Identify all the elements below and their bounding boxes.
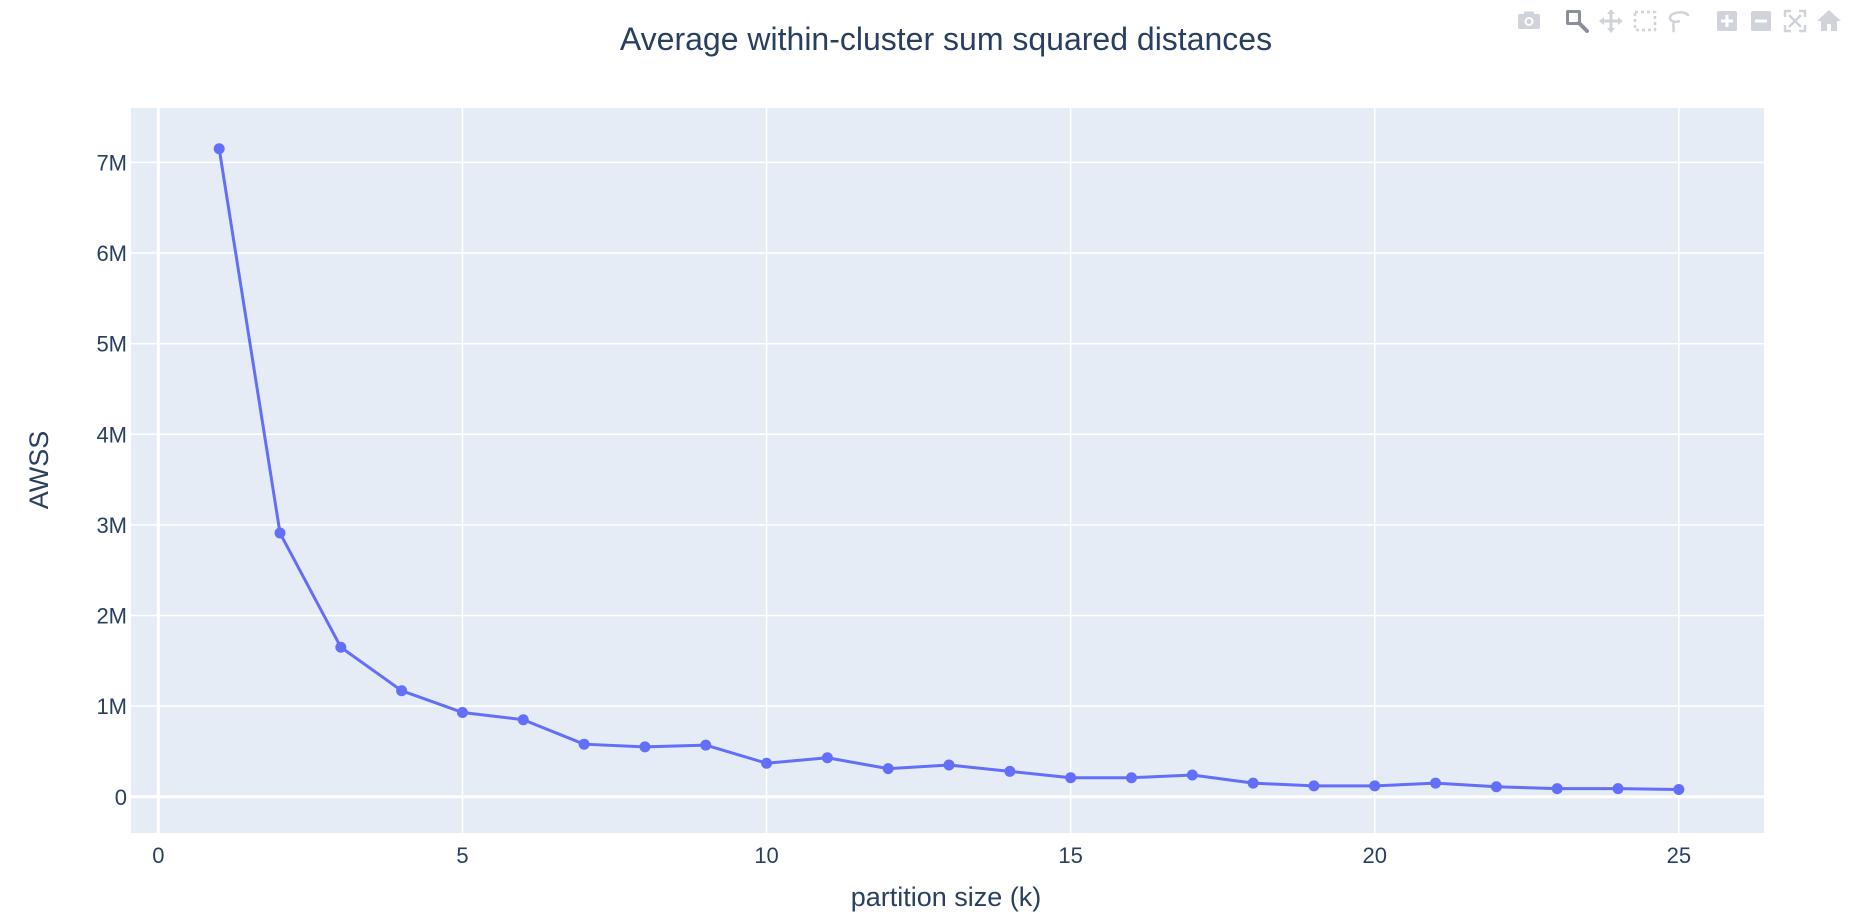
pan-button[interactable] [1594,8,1628,34]
data-point[interactable] [821,752,833,764]
data-point[interactable] [456,706,468,718]
data-point[interactable] [1247,777,1259,789]
x-tick-label: 10 [754,843,778,868]
data-point[interactable] [943,759,955,771]
data-point[interactable] [396,685,408,697]
data-point[interactable] [274,527,286,539]
data-point[interactable] [700,739,712,751]
camera-icon [1518,11,1540,29]
data-point[interactable] [1490,781,1502,793]
data-point[interactable] [1308,780,1320,792]
modebar [1498,8,1846,34]
x-tick-label: 5 [456,843,468,868]
data-point[interactable] [578,738,590,750]
modebar-group-select [1560,8,1696,34]
y-tick-label: 5M [96,332,127,357]
data-point[interactable] [213,143,225,155]
data-point[interactable] [639,741,651,753]
y-tick-label: 7M [96,150,127,175]
data-point[interactable] [335,641,347,653]
data-point[interactable] [1125,772,1137,784]
autoscale-button[interactable] [1778,8,1812,34]
data-point[interactable] [1369,780,1381,792]
y-tick-label: 6M [96,241,127,266]
data-point[interactable] [1673,784,1685,795]
zoom-out-button[interactable] [1744,8,1778,34]
data-point[interactable] [1065,772,1077,784]
y-tick-label: 2M [96,604,127,629]
x-axis-title: partition size (k) [851,882,1042,912]
x-axis-ticks: 0 5 10 15 20 25 [152,843,1691,868]
data-point[interactable] [1004,765,1016,777]
y-tick-label: 4M [96,422,127,447]
data-point[interactable] [1186,769,1198,781]
home-icon [1817,10,1841,31]
modebar-group-zoom [1710,8,1846,34]
y-axis-title: AWSS [24,431,54,510]
x-tick-label: 0 [152,843,164,868]
series-layer [213,143,1685,795]
data-point[interactable] [1430,777,1442,789]
y-tick-label: 0 [115,785,127,810]
zoom-icon [1566,10,1589,33]
plot-area[interactable] [131,108,1764,833]
data-point[interactable] [1551,783,1563,795]
download-plot-button[interactable] [1512,8,1546,34]
y-tick-label: 3M [96,513,127,538]
data-point[interactable] [1612,783,1624,795]
zoom-button[interactable] [1560,8,1594,34]
box-select-icon [1633,10,1657,32]
autoscale-icon [1783,9,1807,33]
zoom-in-button[interactable] [1710,8,1744,34]
data-point[interactable] [761,757,773,769]
zoom-out-icon [1751,11,1771,31]
lasso-select-icon [1668,11,1690,33]
y-axis-ticks: 0 1M 2M 3M 4M 5M 6M 7M [96,150,127,809]
pan-icon [1599,9,1623,33]
zoom-in-icon [1717,11,1737,31]
y-gridlines [131,161,1764,707]
x-tick-label: 20 [1363,843,1387,868]
data-point[interactable] [517,714,529,726]
zero-lines [131,108,1764,833]
chart-title: Average within-cluster sum squared dista… [620,21,1272,57]
x-tick-label: 15 [1058,843,1082,868]
y-tick-label: 1M [96,694,127,719]
reset-axes-button[interactable] [1812,8,1846,34]
data-point[interactable] [882,763,894,775]
modebar-group-download [1512,8,1546,34]
lasso-select-button[interactable] [1662,8,1696,34]
x-tick-label: 25 [1667,843,1691,868]
box-select-button[interactable] [1628,8,1662,34]
